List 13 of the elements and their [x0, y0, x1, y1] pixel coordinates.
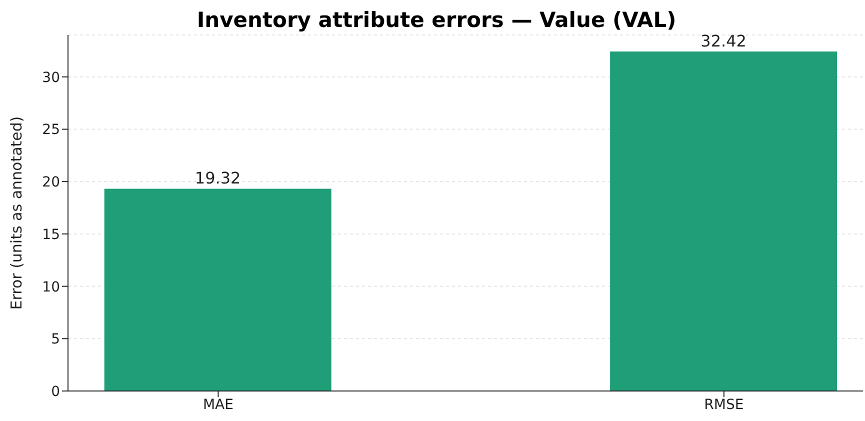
y-tick-label: 30 [42, 70, 60, 86]
y-tick-label: 5 [51, 332, 60, 348]
y-axis-title: Error (units as annotated) [7, 116, 26, 310]
data-label: 32.42 [700, 32, 746, 51]
y-tick-label: 20 [42, 174, 60, 191]
x-tick-label: RMSE [704, 396, 744, 413]
x-tick-label: MAE [202, 396, 234, 413]
data-label: 19.32 [194, 168, 241, 188]
y-tick-label: 15 [42, 226, 60, 243]
chart-title: Inventory attribute errors — Value (VAL) [196, 8, 678, 32]
y-tick-label: 25 [42, 122, 60, 138]
y-tick-label: 10 [42, 279, 60, 296]
y-tick-label: 0 [51, 384, 60, 400]
